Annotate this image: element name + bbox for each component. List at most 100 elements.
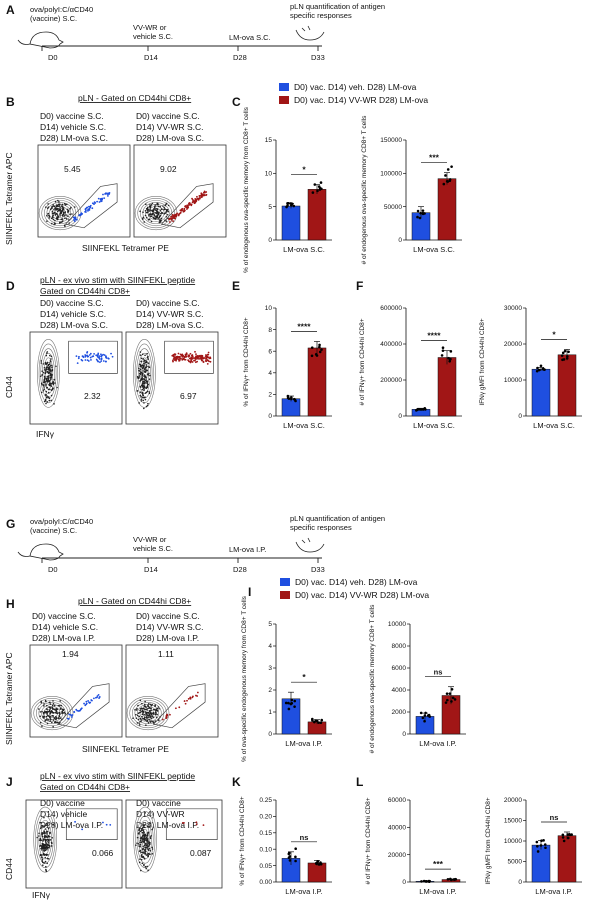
event-dot xyxy=(145,850,147,853)
event-dot xyxy=(43,386,45,388)
event-dot xyxy=(51,210,54,213)
event-dot xyxy=(145,706,147,709)
y-tick-label: 0 xyxy=(268,413,272,420)
event-dot xyxy=(51,836,53,839)
event-dot xyxy=(147,845,149,848)
event-dot xyxy=(41,832,44,835)
event-dot xyxy=(142,710,145,713)
panel-d-letter: D xyxy=(6,279,15,293)
event-dot xyxy=(46,823,49,825)
event-dot xyxy=(139,210,141,213)
event-dot xyxy=(58,201,60,203)
gated-event-dot xyxy=(186,208,188,210)
event-dot xyxy=(140,720,143,722)
event-dot xyxy=(55,717,57,719)
event-dot xyxy=(43,715,46,718)
gated-event-dot xyxy=(86,359,89,362)
event-dot xyxy=(136,375,139,378)
event-dot xyxy=(146,843,148,846)
contour-line xyxy=(133,339,156,408)
event-dot xyxy=(142,855,145,858)
data-point xyxy=(561,836,565,839)
gated-event-dot xyxy=(200,192,203,195)
gated-event-dot xyxy=(179,212,182,214)
gated-event-dot xyxy=(186,205,189,207)
panel-l-letter: L xyxy=(356,775,363,789)
data-point xyxy=(562,839,566,843)
event-dot xyxy=(51,707,54,709)
event-dot xyxy=(142,394,145,397)
event-dot xyxy=(52,218,55,221)
event-dot xyxy=(50,376,53,378)
event-dot xyxy=(47,396,50,399)
data-point xyxy=(449,878,453,882)
gated-event-dot xyxy=(184,702,187,705)
event-dot xyxy=(139,844,142,846)
event-dot xyxy=(54,219,56,222)
gated-event-dot xyxy=(109,823,112,826)
event-dot xyxy=(45,385,47,387)
bar-vv-wr xyxy=(307,862,327,883)
y-tick-label: 8 xyxy=(268,327,272,334)
event-dot xyxy=(48,709,51,712)
event-dot xyxy=(146,865,149,868)
event-dot xyxy=(58,203,60,206)
event-dot xyxy=(150,714,153,716)
data-point xyxy=(319,721,323,725)
event-dot xyxy=(143,402,145,404)
data-point xyxy=(542,367,545,371)
event-dot xyxy=(145,717,148,719)
event-dot xyxy=(140,400,143,402)
gated-event-dot xyxy=(100,358,103,361)
gated-event-dot xyxy=(98,201,101,203)
gated-event-dot xyxy=(100,355,103,358)
event-dot xyxy=(46,848,48,851)
data-point xyxy=(563,349,567,353)
event-dot xyxy=(156,713,158,716)
event-dot xyxy=(46,708,49,710)
event-dot xyxy=(55,212,58,215)
gated-event-dot xyxy=(87,355,90,358)
panel-j-right-lines: D0) vaccine D14) VV-WR D28) LM-ova I.P. xyxy=(136,798,199,830)
bar-chart-k: 0.00 0.05 0.10 0.15 0.20 0.25 ns LM-ova I.P. % o… xyxy=(239,796,332,896)
contour-line xyxy=(33,698,71,729)
event-dot xyxy=(139,351,142,353)
event-dot xyxy=(49,718,52,721)
event-dot xyxy=(150,215,153,218)
event-dot xyxy=(57,218,59,220)
gated-event-dot xyxy=(108,191,111,194)
data-point xyxy=(535,369,539,373)
event-dot xyxy=(149,374,151,377)
y-tick-label: 30000 xyxy=(504,305,522,312)
gated-event-dot xyxy=(195,823,198,826)
event-dot xyxy=(145,842,147,845)
event-dot xyxy=(145,846,148,849)
event-dot xyxy=(136,714,139,717)
panel-j-title: pLN - ex vivo stim with SIINFEKL peptide xyxy=(40,771,195,781)
event-dot xyxy=(140,360,143,363)
event-dot xyxy=(46,386,49,389)
event-dot xyxy=(147,711,149,714)
event-dot xyxy=(149,703,152,706)
event-dot xyxy=(39,721,42,724)
data-point xyxy=(311,719,314,722)
event-dot xyxy=(144,700,146,703)
event-dot xyxy=(50,370,52,373)
event-dot xyxy=(68,222,71,224)
event-dot xyxy=(160,217,163,220)
event-dot xyxy=(147,210,149,213)
gated-event-dot xyxy=(202,357,205,360)
event-dot xyxy=(144,852,146,854)
gated-event-dot xyxy=(74,820,76,823)
event-dot xyxy=(42,371,45,374)
gated-event-dot xyxy=(194,361,197,364)
event-dot xyxy=(141,856,143,859)
gated-event-dot xyxy=(75,355,78,358)
event-dot xyxy=(146,841,149,843)
event-dot xyxy=(39,845,41,847)
event-dot xyxy=(146,832,149,834)
y-axis-label: # of endogenous ova-specific memory CD8+… xyxy=(361,115,368,265)
event-dot xyxy=(52,823,55,826)
data-point xyxy=(444,174,447,177)
event-dot xyxy=(147,702,150,705)
